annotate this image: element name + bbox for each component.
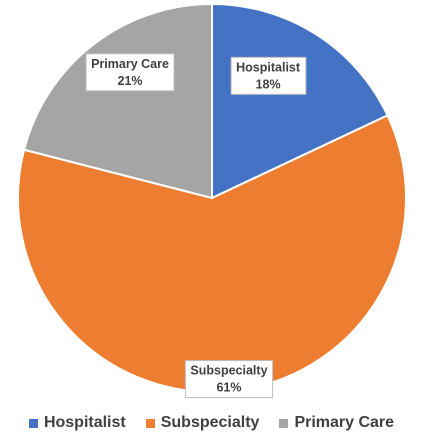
pie-data-labels: Hospitalist 18% Subspecialty 61% Primary Car… (85, 53, 307, 399)
data-label-box (230, 56, 307, 95)
data-label-category: Hospitalist (236, 60, 301, 74)
pie-slice-hospitalist[interactable] (211, 2, 389, 200)
legend: Hospitalist Subspecialty Primary Care (0, 414, 423, 432)
pie-slices (17, 2, 407, 393)
legend-label-hospitalist: Hospitalist (43, 414, 126, 431)
pie-plot-area: Hospitalist 18% Subspecialty 61% Primary Car… (17, 2, 407, 399)
data-label-box (184, 360, 274, 399)
legend-item-primary-care[interactable]: Primary Care (279, 414, 394, 432)
legend-swatch-primary-care (279, 418, 289, 428)
data-label-primary-care: Primary Care 21% (85, 53, 175, 92)
data-label-hospitalist: Hospitalist 18% (230, 56, 307, 95)
data-label-value: 18% (256, 77, 281, 91)
legend-swatch-hospitalist (28, 418, 38, 428)
legend-item-hospitalist[interactable]: Hospitalist (28, 414, 126, 432)
pie-slice-primary-care[interactable] (22, 2, 213, 200)
legend-label-primary-care: Primary Care (294, 414, 395, 431)
data-label-value: 61% (216, 381, 241, 395)
data-label-category: Primary Care (91, 57, 169, 71)
data-label-category: Subspecialty (190, 364, 267, 378)
data-label-value: 21% (118, 74, 143, 88)
legend-swatch-subspecialty (145, 418, 155, 428)
data-label-subspecialty: Subspecialty 61% (184, 360, 274, 399)
data-label-box (85, 53, 175, 92)
legend-label-subspecialty: Subspecialty (160, 414, 260, 431)
legend-item-subspecialty[interactable]: Subspecialty (145, 414, 260, 432)
